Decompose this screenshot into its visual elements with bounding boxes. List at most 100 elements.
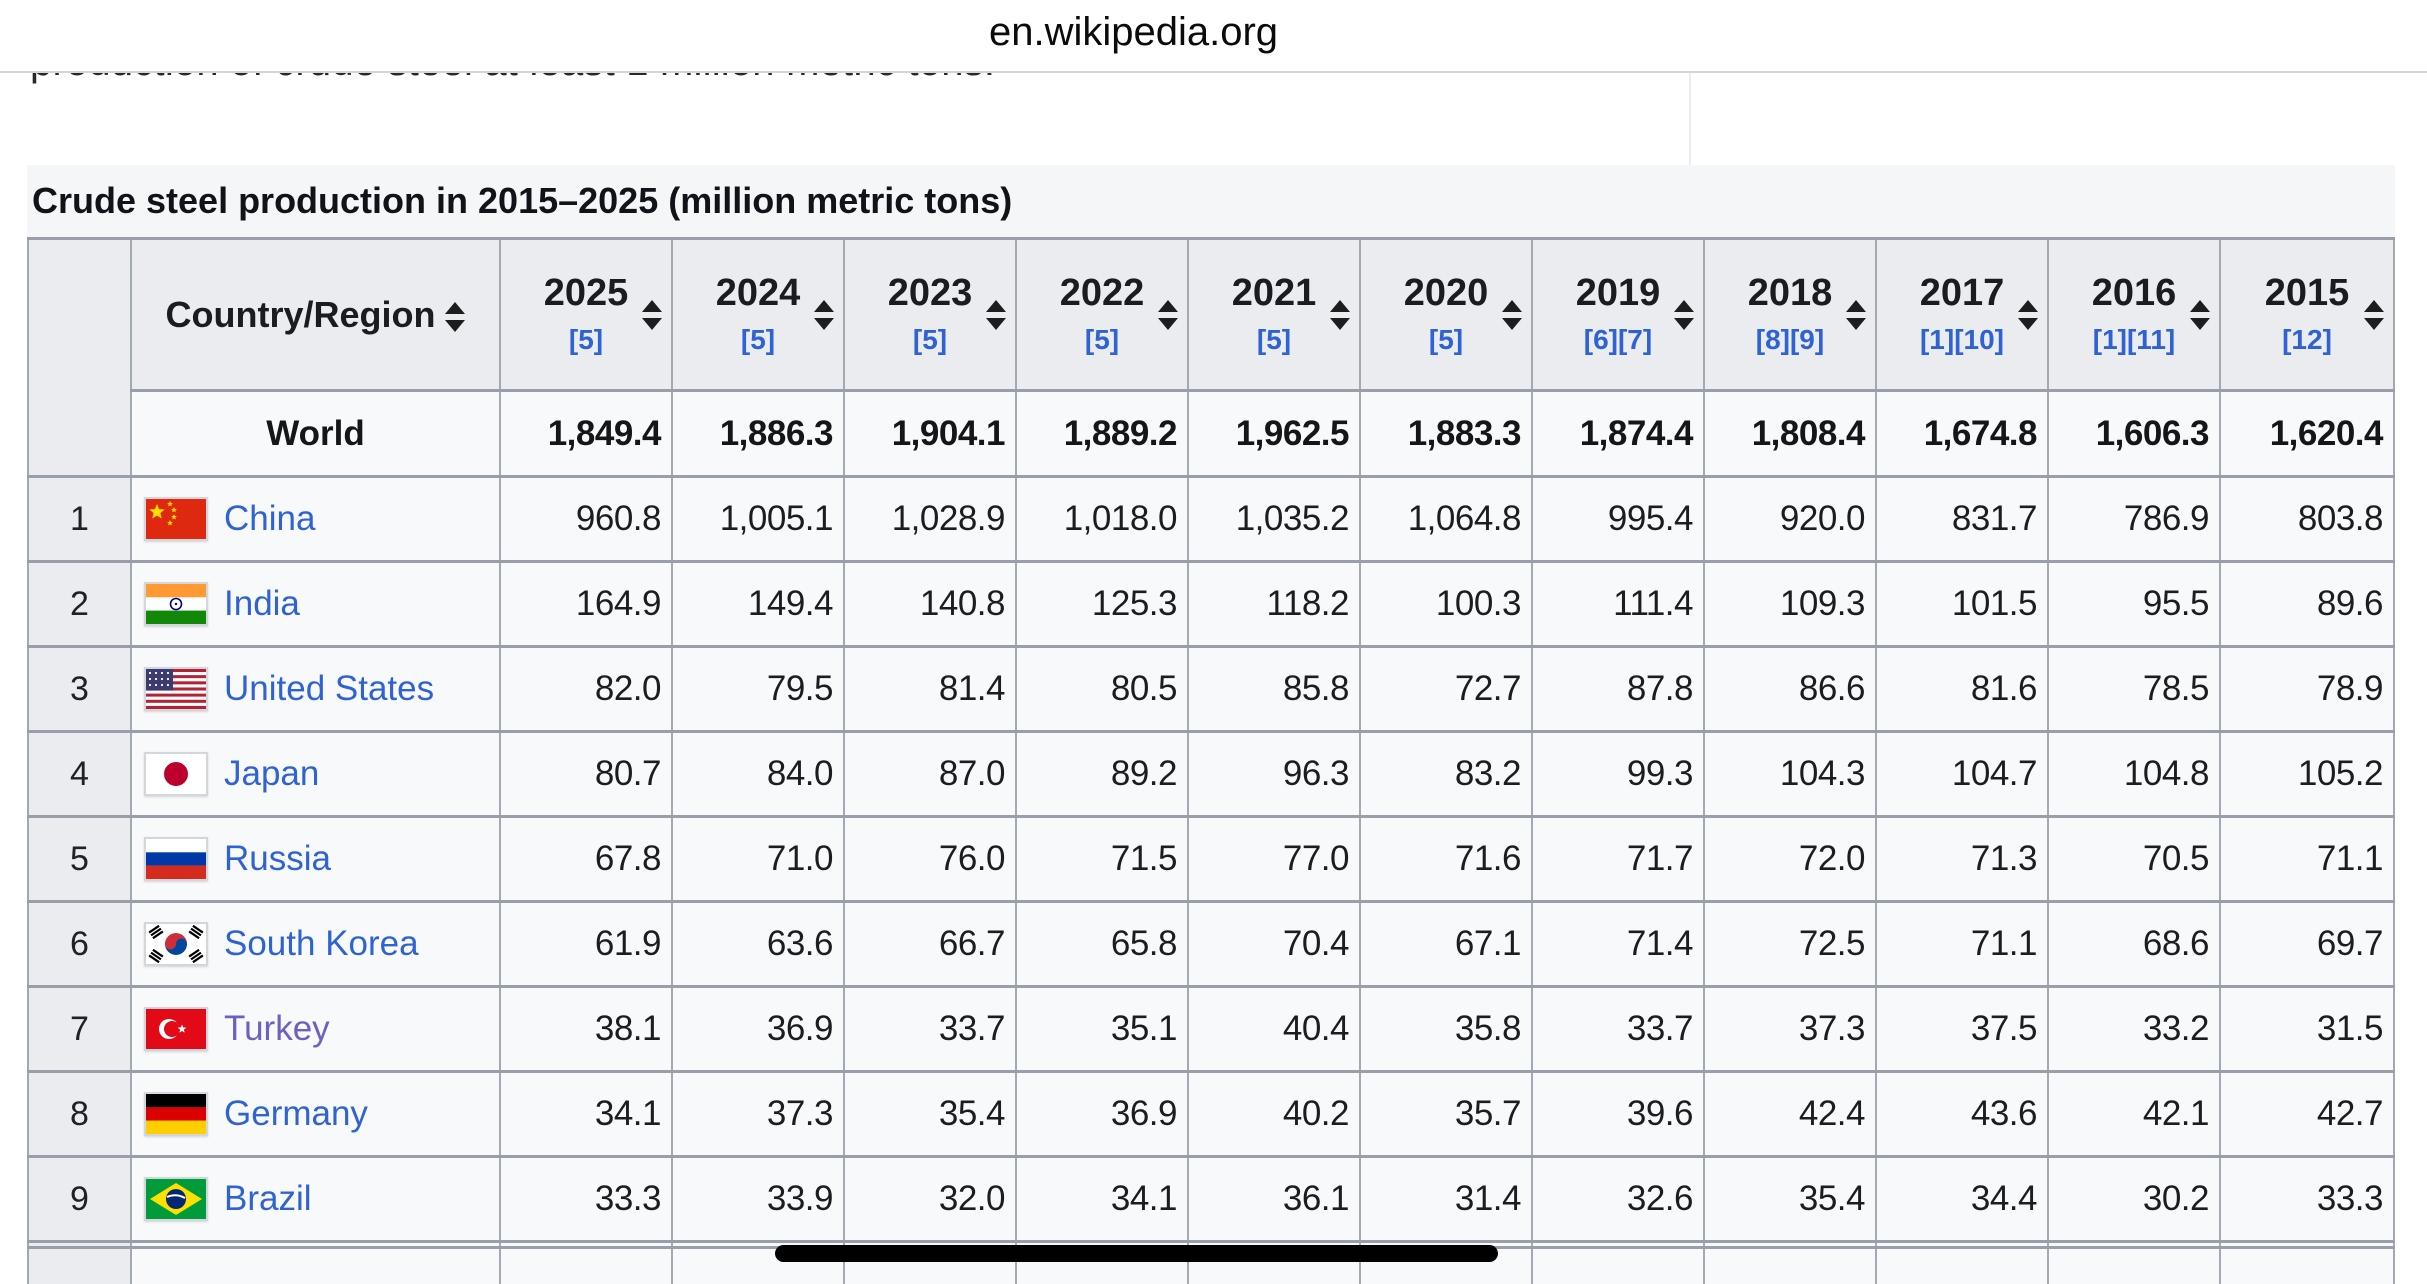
sort-both-icon[interactable]	[1330, 299, 1350, 330]
sort-both-icon[interactable]	[2190, 299, 2210, 330]
content-column-divider	[1689, 73, 1691, 165]
reference-link[interactable]: [5]	[1256, 323, 1292, 355]
value-cell: 65.8	[1015, 900, 1189, 988]
country-link[interactable]: Brazil	[224, 1179, 312, 1218]
reference-link[interactable]: [5]	[1428, 323, 1464, 355]
country-link[interactable]: India	[224, 584, 300, 623]
value-cell: 99.3	[1531, 730, 1705, 818]
value-cell: 36.9	[671, 985, 845, 1073]
country-link[interactable]: China	[224, 499, 316, 538]
value-cell: 34.1	[1015, 1155, 1189, 1243]
rank-cell: 2	[27, 560, 132, 648]
year-label: 2022	[1059, 272, 1145, 315]
column-header-2017[interactable]: 2017 [1][10]	[1875, 237, 2049, 392]
column-header-2021[interactable]: 2021 [5]	[1187, 237, 1361, 392]
world-label: World	[130, 389, 501, 478]
year-label: 2021	[1231, 272, 1317, 315]
sort-both-icon[interactable]	[642, 299, 662, 330]
reference-link[interactable]: [1][11]	[2092, 323, 2176, 355]
country-link[interactable]: Turkey	[224, 1009, 330, 1048]
reference-link[interactable]: [5]	[1084, 323, 1120, 355]
value-cell: 33.9	[671, 1155, 845, 1243]
value-cell: 71.4	[1531, 900, 1705, 988]
value-cell	[671, 1246, 845, 1284]
column-header-2022[interactable]: 2022 [5]	[1015, 237, 1189, 392]
sort-both-icon[interactable]	[1502, 299, 1522, 330]
sort-both-icon[interactable]	[814, 299, 834, 330]
value-cell: 67.8	[499, 815, 673, 903]
country-link[interactable]: South Korea	[224, 924, 419, 963]
column-header-2024[interactable]: 2024 [5]	[671, 237, 845, 392]
flag-japan-icon	[144, 752, 208, 796]
value-cell: 35.4	[843, 1070, 1017, 1158]
value-cell: 104.7	[1875, 730, 2049, 818]
value-cell	[1703, 1240, 1877, 1249]
country-link[interactable]: Japan	[224, 754, 320, 793]
sort-both-icon[interactable]	[1158, 299, 1178, 330]
value-cell: 95.5	[2047, 560, 2221, 648]
value-cell: 71.1	[1875, 900, 2049, 988]
reference-link[interactable]: [5]	[740, 323, 776, 355]
reference-link[interactable]: [1][10]	[1919, 323, 2004, 355]
value-cell: 70.5	[2047, 815, 2221, 903]
sort-both-icon[interactable]	[986, 299, 1006, 330]
country-link[interactable]: United States	[224, 669, 435, 708]
country-wrap: Germany	[144, 1092, 498, 1136]
column-header-2018[interactable]: 2018 [8][9]	[1703, 237, 1877, 392]
reference-link[interactable]: [5]	[568, 323, 604, 355]
column-header-2015[interactable]: 2015 [12]	[2219, 237, 2395, 392]
column-header-2019[interactable]: 2019 [6][7]	[1531, 237, 1705, 392]
world-total-row: World 1,849.4 1,886.3 1,904.1 1,889.2 1,962.…	[28, 389, 2395, 478]
reference-link[interactable]: [5]	[912, 323, 948, 355]
value-cell	[499, 1246, 673, 1284]
country-cell	[130, 1246, 501, 1284]
country-link[interactable]: Russia	[224, 839, 331, 878]
value-cell: 1,018.0	[1015, 475, 1189, 563]
value-cell: 109.3	[1703, 560, 1877, 648]
value-cell: 37.5	[1875, 985, 2049, 1073]
flag-united-states-icon	[144, 667, 208, 711]
reference-link[interactable]: [8][9]	[1755, 323, 1825, 355]
value-cell: 920.0	[1703, 475, 1877, 563]
value-cell: 105.2	[2219, 730, 2395, 818]
value-cell: 111.4	[1531, 560, 1705, 648]
world-value-cell: 1,886.3	[671, 389, 845, 478]
reference-link[interactable]: [12]	[2282, 323, 2332, 355]
country-wrap: India	[144, 582, 498, 626]
column-header-2016[interactable]: 2016 [1][11]	[2047, 237, 2221, 392]
sort-both-icon[interactable]	[2018, 299, 2038, 330]
value-cell	[1531, 1246, 1705, 1284]
column-header-2020[interactable]: 2020 [5]	[1359, 237, 1533, 392]
rank-cell: 4	[27, 730, 132, 818]
sort-both-icon[interactable]	[2364, 299, 2384, 330]
value-cell: 33.7	[843, 985, 1017, 1073]
value-cell: 40.2	[1187, 1070, 1361, 1158]
column-header-2023[interactable]: 2023 [5]	[843, 237, 1017, 392]
value-cell	[2219, 1240, 2395, 1249]
table-caption: Crude steel production in 2015–2025 (mil…	[27, 165, 2395, 237]
country-link[interactable]: Germany	[224, 1094, 368, 1133]
sort-both-icon[interactable]	[445, 301, 466, 332]
table-row-south-korea: 6 South Korea 61.9 63.6 66.7 65.8 70.4 67.1 71.4…	[27, 900, 2395, 988]
world-value-cell: 1,620.4	[2219, 389, 2395, 478]
scroll-indicator-bar	[775, 1245, 1498, 1262]
column-header-country[interactable]: Country/Region	[130, 237, 501, 392]
value-cell: 77.0	[1187, 815, 1361, 903]
sort-both-icon[interactable]	[1846, 299, 1866, 330]
table-header-row: Country/Region 2025 [5] 2024 [5] 2023 [5] 2022…	[27, 237, 2395, 478]
value-cell: 1,028.9	[843, 475, 1017, 563]
value-cell: 70.4	[1187, 900, 1361, 988]
reference-links: [8][9]	[1706, 324, 1874, 356]
column-header-2025[interactable]: 2025 [5]	[499, 237, 673, 392]
value-cell: 76.0	[843, 815, 1017, 903]
year-label: 2015	[2264, 272, 2350, 315]
world-value-cell: 1,808.4	[1703, 389, 1877, 478]
value-cell: 37.3	[671, 1070, 845, 1158]
world-value-cell: 1,904.1	[843, 389, 1017, 478]
value-cell: 71.1	[2219, 815, 2395, 903]
url-bar[interactable]: en.wikipedia.org	[988, 10, 1279, 54]
sort-both-icon[interactable]	[1674, 299, 1694, 330]
value-cell: 140.8	[843, 560, 1017, 648]
reference-link[interactable]: [6][7]	[1583, 323, 1653, 355]
